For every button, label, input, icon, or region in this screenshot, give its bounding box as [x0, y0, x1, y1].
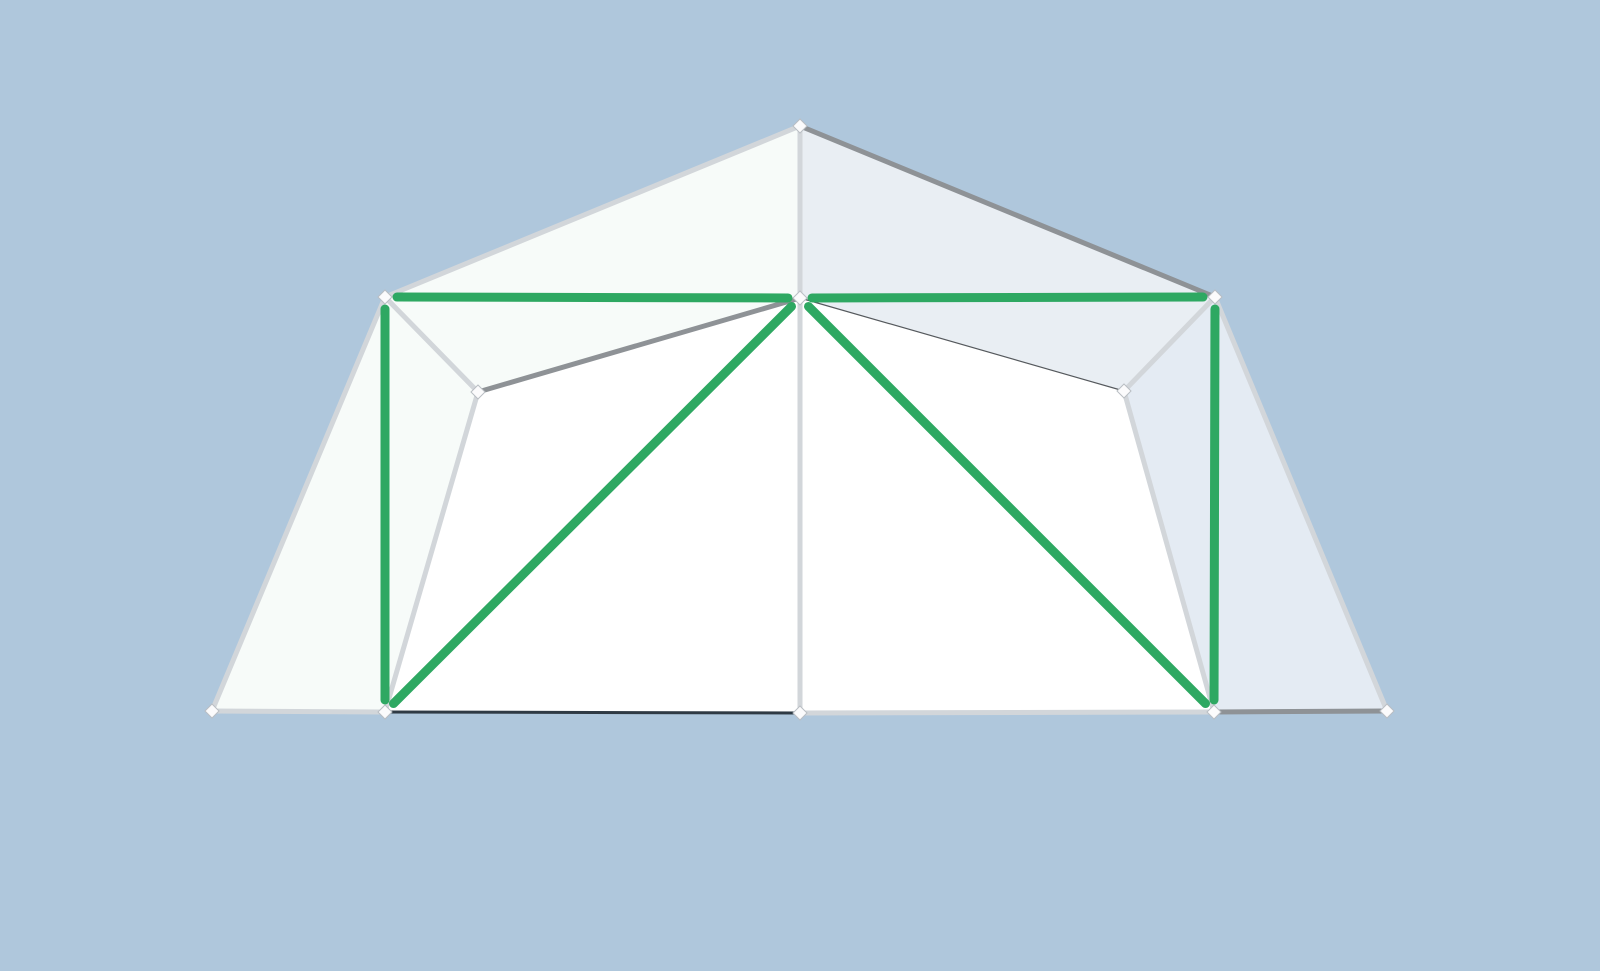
- edges-layer: [209, 123, 1390, 716]
- highlighted-edges-layer: [380, 292, 1220, 709]
- vertex-base-far-left[interactable]: [204, 703, 220, 719]
- edge-apex-roof-right[interactable]: [797, 123, 1218, 300]
- vertex-base-center[interactable]: [792, 705, 808, 721]
- edge-roof-center-roof-right[interactable]: [807, 292, 1208, 303]
- edge-roof-center-base-right[interactable]: [803, 301, 1211, 709]
- vertex-roof-left[interactable]: [377, 289, 393, 305]
- vertex-markers-layer: [204, 118, 1395, 721]
- edge-roof-center-base-left[interactable]: [388, 301, 797, 709]
- edge-inner-right-base-right[interactable]: [1121, 388, 1217, 715]
- vertex-base-right[interactable]: [1206, 704, 1222, 720]
- edge-inner-left-roof-center[interactable]: [475, 295, 803, 395]
- edge-roof-left-base-far-left[interactable]: [209, 294, 388, 714]
- vertex-roof-right[interactable]: [1207, 289, 1223, 305]
- vertex-inner-right[interactable]: [1116, 383, 1132, 399]
- edge-roof-right-base-right[interactable]: [1209, 304, 1220, 705]
- vertex-inner-left[interactable]: [470, 384, 486, 400]
- edge-roof-right-base-far-right[interactable]: [1212, 294, 1390, 714]
- vertex-base-far-right[interactable]: [1379, 703, 1395, 719]
- edge-base-center-base-right[interactable]: [797, 709, 1217, 716]
- edge-inner-left-base-left[interactable]: [382, 389, 481, 715]
- edge-inner-right-roof-right[interactable]: [1121, 294, 1218, 394]
- edge-roof-left-inner-left[interactable]: [382, 294, 481, 395]
- edge-base-right-base-far-right[interactable]: [1211, 708, 1390, 715]
- edge-apex-roof-left[interactable]: [382, 123, 803, 300]
- vertex-base-left[interactable]: [377, 704, 393, 720]
- edge-base-far-left-base-left[interactable]: [209, 708, 388, 715]
- vertex-roof-center[interactable]: [792, 290, 808, 306]
- edge-roof-left-roof-center[interactable]: [392, 292, 793, 303]
- edge-base-left-base-center[interactable]: [383, 710, 802, 715]
- edge-roof-center-inner-right[interactable]: [799, 297, 1125, 392]
- vertex-apex[interactable]: [792, 118, 808, 134]
